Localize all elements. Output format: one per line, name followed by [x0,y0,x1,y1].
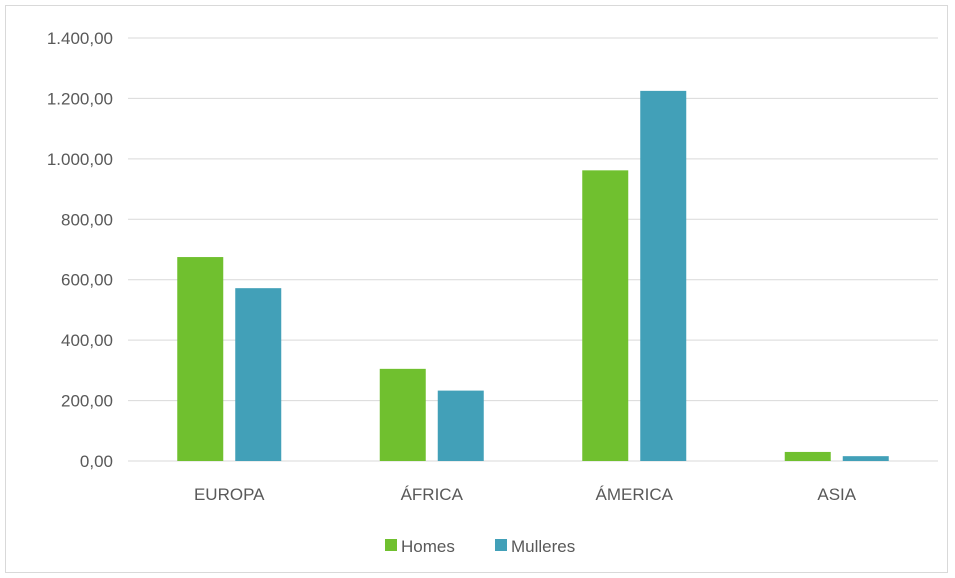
y-tick-label: 200,00 [61,392,113,411]
y-tick-label: 1.400,00 [47,29,113,48]
x-category-label: ÁMERICA [596,485,674,504]
bar-homes-1 [379,368,426,461]
y-tick-label: 400,00 [61,331,113,350]
bar-mulleres-0 [235,288,282,461]
bars [177,90,889,462]
bar-mulleres-1 [437,390,484,461]
x-category-label: EUROPA [194,485,265,504]
x-category-label: ÁFRICA [401,485,464,504]
y-tick-label: 0,00 [80,452,113,471]
legend-label-mulleres: Mulleres [511,537,575,556]
chart-frame [5,5,948,573]
bar-mulleres-3 [842,456,889,461]
y-tick-label: 1.200,00 [47,89,113,108]
y-tick-label: 1.000,00 [47,150,113,169]
legend: Homes Mulleres [385,537,575,556]
legend-label-homes: Homes [401,537,455,556]
y-axis-ticks: 0,00 200,00 400,00 600,00 800,00 1.000,00 1.20… [47,29,113,471]
bar-homes-3 [784,451,831,461]
legend-swatch-mulleres [495,539,507,551]
legend-swatch-homes [385,539,397,551]
bar-homes-0 [177,257,224,461]
bar-homes-2 [582,170,629,462]
bar-mulleres-2 [640,90,687,461]
y-tick-label: 600,00 [61,271,113,290]
y-tick-label: 800,00 [61,210,113,229]
x-category-label: ASIA [817,485,856,504]
x-axis-categories: EUROPA ÁFRICA ÁMERICA ASIA [194,485,857,504]
